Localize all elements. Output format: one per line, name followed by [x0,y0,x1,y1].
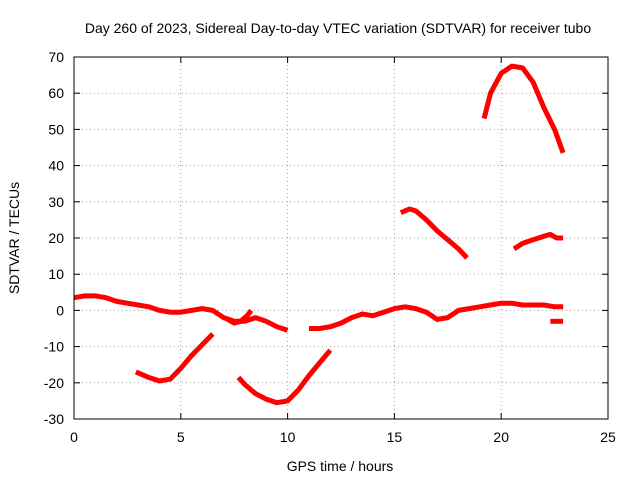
y-tick-label: 30 [48,194,64,210]
x-axis-label: GPS time / hours [287,458,394,474]
series-line-sat-g [399,206,469,260]
series-line-sat-i [481,63,566,154]
x-tick-label: 20 [493,429,509,445]
series-line-sat-f [236,348,333,406]
y-tick-label: -20 [44,375,64,391]
y-tick-label: 60 [48,85,64,101]
y-axis-label: SDTVAR / TECUs [6,182,22,294]
x-tick-label: 10 [280,429,296,445]
x-axis-ticks: 0 5 10 15 20 25 [70,57,616,445]
y-axis-ticks: -30 -20 -10 0 10 20 30 40 50 60 70 [44,49,608,427]
grid-lines [74,57,608,419]
x-tick-label: 25 [600,429,616,445]
y-tick-label: 0 [56,302,64,318]
y-tick-label: -10 [44,339,64,355]
y-tick-label: 70 [48,49,64,65]
y-tick-label: 50 [48,121,64,137]
series-line-sat-b [226,308,254,326]
x-tick-label: 5 [177,429,185,445]
y-tick-label: 20 [48,230,64,246]
series-line-sat-e [134,332,215,384]
chart-title: Day 260 of 2023, Sidereal Day-to-day VTE… [85,20,592,36]
series-layer [73,63,566,406]
x-tick-label: 0 [70,429,78,445]
series-line-sat-h [512,231,564,252]
y-tick-label: -30 [44,411,64,427]
series-line-sat-c [309,300,564,331]
x-tick-label: 15 [387,429,403,445]
series-line-sat-a [73,293,289,333]
y-tick-label: 10 [48,266,64,282]
y-tick-label: 40 [48,158,64,174]
